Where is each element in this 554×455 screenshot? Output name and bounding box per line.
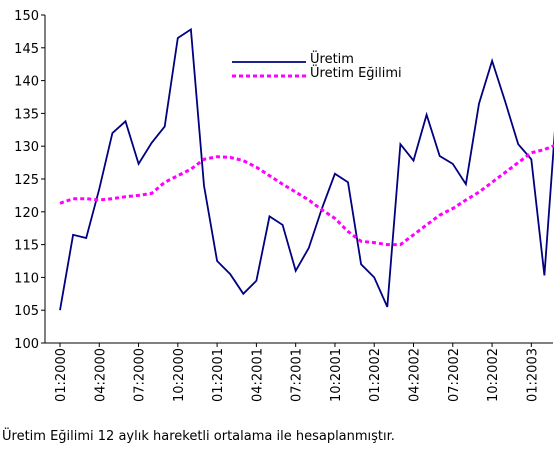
x-tick-label: 10:2000 [172,348,187,402]
x-tick-label: 04:2001 [250,348,265,402]
x-tick-label: 10:2001 [329,348,344,402]
y-tick-label: 135 [14,107,39,122]
y-tick-label: 140 [14,75,39,90]
y-tick-label: 105 [14,304,39,319]
legend-label: Üretim [310,50,354,67]
series-line [59,143,554,247]
x-tick-label: 07:2000 [133,348,148,402]
y-tick-label: 150 [14,9,39,24]
x-tick-label: 04:2000 [93,348,108,402]
x-tick-label: 07:2001 [290,348,305,402]
x-tick-label: 01:2000 [54,348,69,402]
x-tick-label: 01:2003 [525,348,540,402]
x-tick-label: 01:2002 [368,348,383,402]
y-tick-label: 145 [14,42,39,57]
y-tick-label: 110 [14,271,39,286]
footnote: Üretim Eğilimi 12 aylık hareketli ortala… [2,427,395,444]
x-tick-label: 01:2001 [211,348,226,402]
y-tick-label: 120 [14,206,39,221]
y-tick-label: 130 [14,140,39,155]
y-tick-label: 115 [14,239,39,254]
y-tick-label: 125 [14,173,39,188]
series-line [59,27,554,311]
legend-label: Üretim Eğilimi [310,64,402,81]
x-tick-label: 10:2002 [486,348,501,402]
x-tick-label: 04:2002 [408,348,423,402]
x-tick-label: 07:2002 [447,348,462,402]
y-tick-label: 100 [14,337,39,352]
